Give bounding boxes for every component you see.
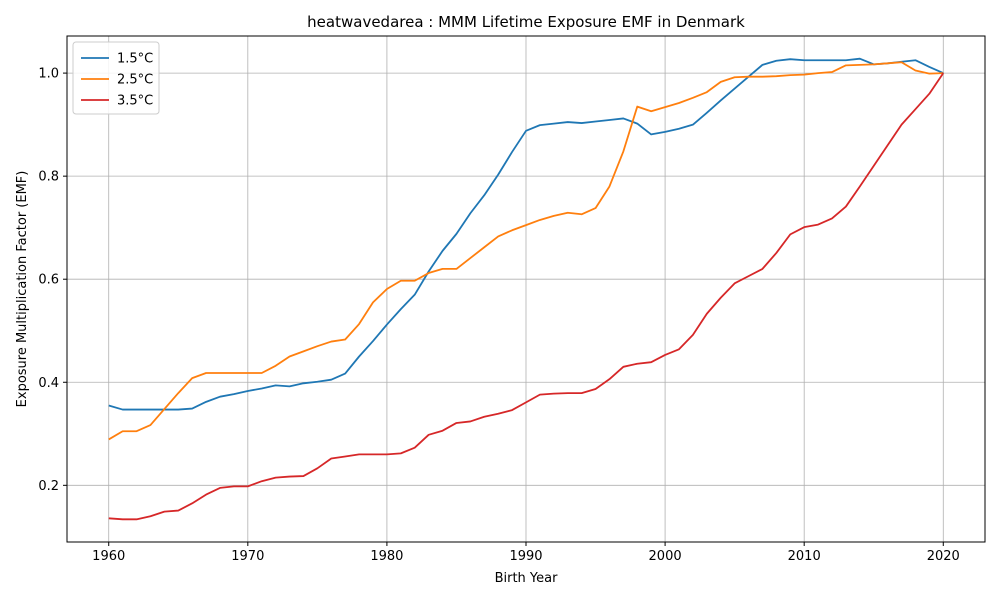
y-axis-label: Exposure Multiplication Factor (EMF)	[15, 171, 30, 408]
series-line-35C	[108, 72, 945, 521]
x-tick-label: 2010	[788, 549, 821, 564]
y-tick-label: 0.2	[38, 479, 59, 494]
legend-label: 2.5°C	[117, 73, 153, 88]
chart-title: heatwavedarea : MMM Lifetime Exposure EM…	[307, 13, 745, 31]
x-tick-label: 2000	[649, 549, 682, 564]
y-axis-ticks: 0.2 0.4 0.6 0.8 1.0	[38, 67, 67, 494]
series-line-25C	[108, 61, 944, 441]
x-axis-label: Birth Year	[495, 571, 559, 586]
legend-label: 3.5°C	[117, 94, 153, 109]
x-axis-ticks: 1960 1970 1980 1990 2000 2010 2020	[92, 542, 960, 564]
x-tick-label: 2020	[927, 549, 960, 564]
y-tick-label: 1.0	[38, 67, 59, 82]
legend-label: 1.5°C	[117, 52, 153, 67]
y-tick-label: 0.8	[38, 170, 59, 185]
series-line-15C	[108, 57, 944, 411]
x-tick-label: 1960	[92, 549, 125, 564]
legend: 1.5°C 2.5°C 3.5°C	[72, 41, 160, 115]
y-tick-label: 0.4	[38, 376, 59, 391]
legend-box	[72, 41, 160, 115]
x-tick-label: 1980	[370, 549, 403, 564]
y-tick-label: 0.6	[38, 273, 59, 288]
x-tick-label: 1990	[509, 549, 542, 564]
x-tick-label: 1970	[231, 549, 264, 564]
series-lines	[108, 57, 945, 521]
